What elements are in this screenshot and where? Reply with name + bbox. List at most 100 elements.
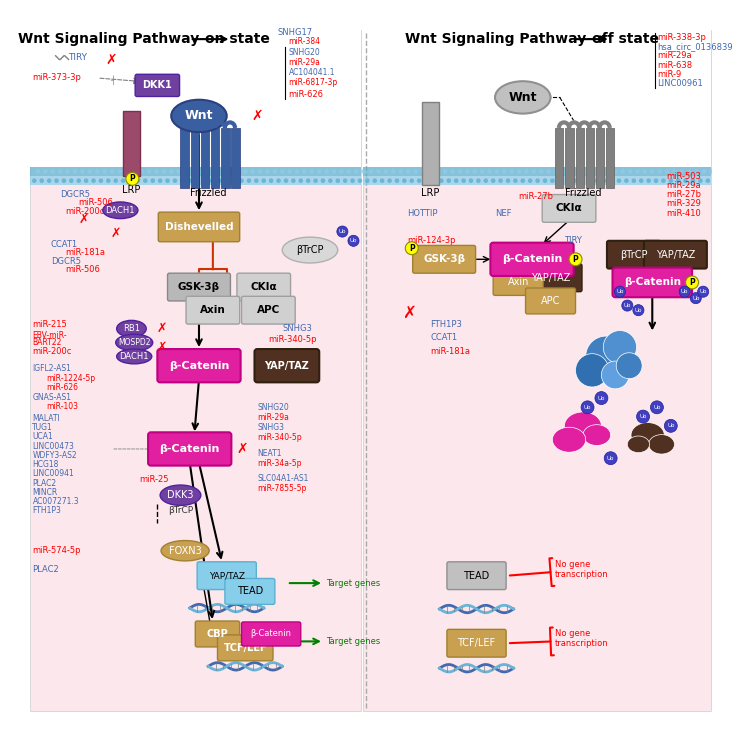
Circle shape [150, 178, 155, 183]
Circle shape [61, 178, 66, 183]
Text: Ub: Ub [624, 303, 631, 308]
Text: TUG1: TUG1 [33, 423, 53, 432]
Text: Ub: Ub [699, 289, 707, 295]
FancyBboxPatch shape [197, 562, 256, 590]
Text: β-Catenin: β-Catenin [251, 630, 292, 639]
Text: ✗: ✗ [157, 340, 167, 354]
Text: WDFY3-AS2: WDFY3-AS2 [33, 451, 77, 460]
Text: Target genes: Target genes [326, 579, 380, 588]
Bar [123, 111, 140, 176]
Circle shape [54, 178, 58, 183]
Text: Target genes: Target genes [326, 637, 380, 646]
Text: YAP/TAZ: YAP/TAZ [209, 571, 245, 580]
FancyBboxPatch shape [158, 212, 240, 242]
Circle shape [431, 178, 437, 183]
Bar [221, 128, 229, 188]
Circle shape [635, 169, 640, 174]
Circle shape [505, 178, 511, 183]
Circle shape [413, 169, 418, 174]
Circle shape [568, 169, 574, 174]
Text: ✗: ✗ [78, 213, 89, 226]
Text: CCAT1: CCAT1 [430, 334, 457, 343]
Bar [232, 128, 240, 188]
Circle shape [32, 178, 36, 183]
Text: ✗: ✗ [157, 322, 167, 335]
Circle shape [113, 178, 118, 183]
Text: βTrCP: βTrCP [620, 249, 648, 260]
Circle shape [465, 169, 470, 174]
Circle shape [631, 178, 636, 183]
Circle shape [576, 354, 609, 387]
FancyBboxPatch shape [644, 240, 707, 269]
Text: Frizzled: Frizzled [190, 188, 226, 198]
Circle shape [335, 178, 340, 183]
Text: RB1: RB1 [123, 324, 140, 333]
Text: miR-626: miR-626 [289, 90, 323, 99]
Circle shape [622, 300, 633, 311]
Circle shape [261, 178, 266, 183]
Circle shape [302, 169, 307, 174]
Circle shape [653, 178, 659, 183]
Circle shape [280, 169, 285, 174]
Circle shape [143, 178, 148, 183]
Circle shape [446, 178, 451, 183]
Text: miR-329: miR-329 [666, 199, 701, 208]
Text: IGFL2-AS1: IGFL2-AS1 [33, 364, 71, 373]
Ellipse shape [171, 100, 226, 132]
Bar [555, 128, 563, 188]
Text: AC104041.1: AC104041.1 [289, 68, 335, 77]
Text: LINC00961: LINC00961 [657, 79, 703, 88]
Text: β-Catenin: β-Catenin [169, 360, 229, 371]
Circle shape [650, 169, 655, 174]
Ellipse shape [117, 320, 147, 337]
FancyBboxPatch shape [519, 264, 582, 292]
Circle shape [250, 169, 255, 174]
Circle shape [443, 169, 448, 174]
Circle shape [535, 178, 540, 183]
Bar [606, 128, 614, 188]
Circle shape [561, 169, 566, 174]
FancyBboxPatch shape [413, 246, 476, 273]
Circle shape [187, 178, 192, 183]
Circle shape [472, 169, 477, 174]
Text: miR-29a: miR-29a [657, 51, 692, 60]
Circle shape [95, 169, 100, 174]
Text: DACH1: DACH1 [119, 352, 149, 361]
Text: DKK1: DKK1 [143, 81, 172, 90]
Circle shape [169, 169, 174, 174]
Circle shape [73, 169, 78, 174]
Circle shape [135, 178, 141, 183]
Bar [30, 30, 361, 166]
Text: SNHG20: SNHG20 [258, 403, 289, 412]
Text: P: P [689, 278, 695, 287]
Circle shape [172, 178, 178, 183]
Circle shape [337, 226, 348, 237]
Text: FTH1P3: FTH1P3 [430, 320, 462, 329]
Circle shape [272, 169, 278, 174]
Circle shape [91, 178, 96, 183]
Circle shape [380, 178, 385, 183]
Text: YAP/TAZ: YAP/TAZ [531, 273, 571, 283]
Circle shape [50, 169, 55, 174]
Circle shape [283, 178, 289, 183]
Circle shape [461, 178, 466, 183]
Text: Ub: Ub [584, 405, 591, 410]
Bar [181, 128, 189, 188]
Circle shape [628, 169, 633, 174]
FancyBboxPatch shape [493, 269, 543, 295]
Circle shape [676, 178, 681, 183]
Circle shape [317, 169, 322, 174]
Text: Ub: Ub [692, 296, 699, 300]
Text: βTrCP: βTrCP [168, 506, 193, 516]
Circle shape [594, 178, 599, 183]
Text: P: P [409, 243, 414, 252]
Circle shape [258, 169, 263, 174]
Text: EBV-miR-: EBV-miR- [33, 331, 67, 340]
Circle shape [406, 169, 411, 174]
Text: Ub: Ub [681, 289, 688, 295]
Bar [211, 128, 219, 188]
Circle shape [80, 169, 85, 174]
Text: CCAT1: CCAT1 [51, 240, 78, 249]
Circle shape [487, 169, 492, 174]
Circle shape [646, 178, 651, 183]
